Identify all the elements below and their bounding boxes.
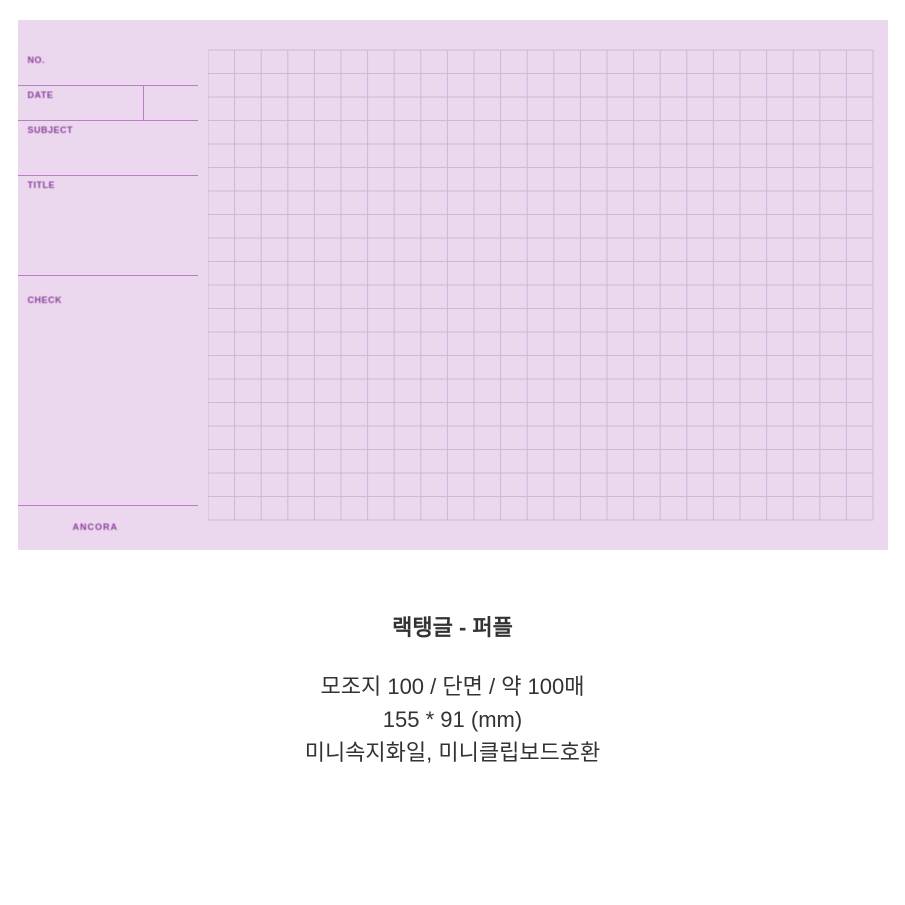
divider-horizontal <box>18 505 198 506</box>
field-label-subject: SUBJECT <box>28 125 74 135</box>
divider-horizontal <box>18 175 198 176</box>
divider-horizontal <box>18 85 198 86</box>
field-label-check: CHECK <box>28 295 63 305</box>
divider-vertical <box>143 85 144 120</box>
note-grid-panel <box>208 20 888 550</box>
product-spec-paper: 모조지 100 / 단면 / 약 100매 <box>305 670 601 703</box>
field-label-title: TITLE <box>28 180 56 190</box>
product-description: 랙탱글 - 퍼플 모조지 100 / 단면 / 약 100매 155 * 91 … <box>305 610 601 769</box>
product-spec-size: 155 * 91 (mm) <box>305 703 601 736</box>
note-left-panel: ANCORA NO. DATE SUBJECT TITLE CHECK <box>18 20 208 550</box>
grid <box>208 20 888 550</box>
product-title: 랙탱글 - 퍼플 <box>305 610 601 642</box>
field-label-no: NO. <box>28 55 46 65</box>
divider-horizontal <box>18 275 198 276</box>
note-card: ANCORA NO. DATE SUBJECT TITLE CHECK <box>18 20 888 550</box>
field-label-date: DATE <box>28 90 54 100</box>
product-spec-compat: 미니속지화일, 미니클립보드호환 <box>305 736 601 769</box>
divider-horizontal <box>18 120 198 121</box>
brand-footer-label: ANCORA <box>73 522 119 532</box>
